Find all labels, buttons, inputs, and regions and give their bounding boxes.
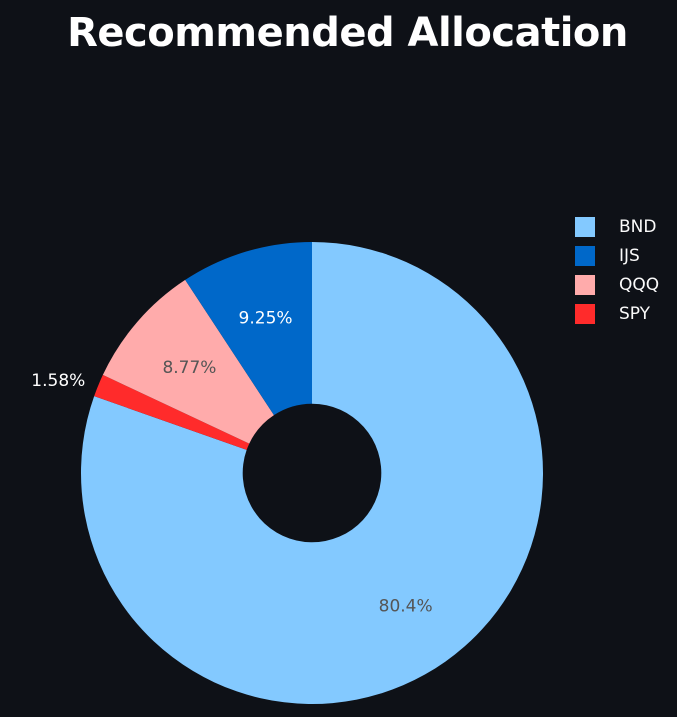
legend-label-qqq: QQQ [619, 274, 660, 295]
legend-item-spy[interactable]: SPY [575, 303, 659, 324]
slice-bnd[interactable] [80, 242, 543, 705]
legend-swatch-qqq [575, 274, 595, 295]
slice-label-ijs: 9.25% [239, 309, 293, 329]
legend-swatch-spy [575, 303, 595, 324]
legend-item-ijs[interactable]: IJS [575, 245, 659, 266]
slice-ijs[interactable] [185, 242, 312, 416]
slice-label-spy: 1.58% [31, 371, 85, 391]
legend: BND IJS QQQ SPY [575, 216, 659, 332]
slice-label-qqq: 8.77% [162, 358, 216, 378]
slice-label-bnd: 80.4% [379, 596, 433, 616]
legend-label-spy: SPY [619, 303, 651, 324]
legend-label-ijs: IJS [619, 245, 640, 266]
legend-swatch-ijs [575, 245, 595, 266]
slice-qqq[interactable] [102, 279, 274, 444]
slice-spy[interactable] [94, 374, 250, 450]
legend-swatch-bnd [575, 216, 595, 237]
legend-item-qqq[interactable]: QQQ [575, 274, 659, 295]
legend-label-bnd: BND [619, 216, 657, 237]
legend-item-bnd[interactable]: BND [575, 216, 659, 237]
chart-title: Recommended Allocation [67, 10, 628, 56]
